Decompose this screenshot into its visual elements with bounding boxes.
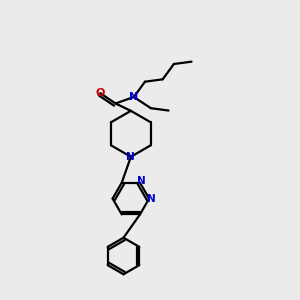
- Text: N: N: [147, 194, 156, 204]
- Text: N: N: [127, 152, 135, 162]
- Text: O: O: [96, 88, 105, 98]
- Text: N: N: [137, 176, 146, 186]
- Text: N: N: [129, 92, 138, 102]
